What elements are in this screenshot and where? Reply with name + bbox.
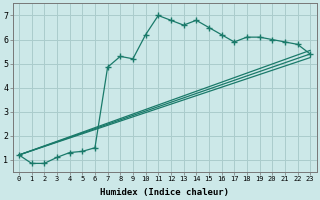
X-axis label: Humidex (Indice chaleur): Humidex (Indice chaleur) — [100, 188, 229, 197]
